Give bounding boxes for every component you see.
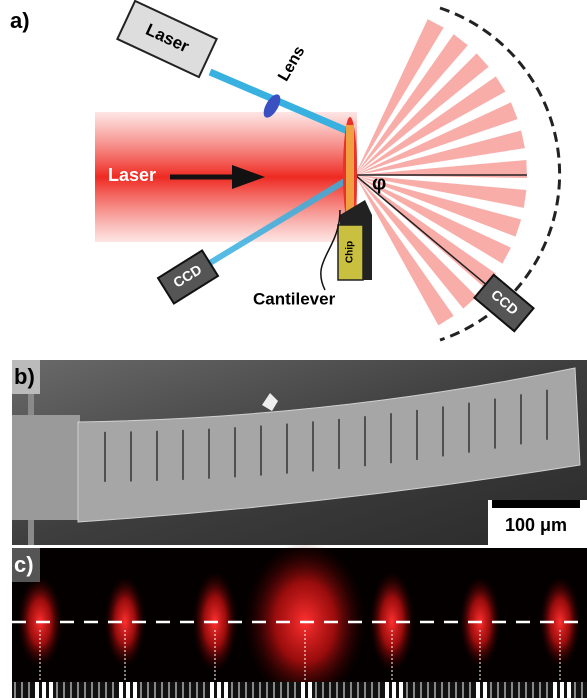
stripe <box>553 682 557 698</box>
intensity-profile <box>12 682 587 698</box>
stripe <box>301 682 305 698</box>
scale-bar <box>492 500 580 508</box>
stripe <box>49 682 53 698</box>
stripe <box>581 682 583 698</box>
stripe <box>28 682 30 698</box>
stripe <box>91 682 93 698</box>
stripe <box>126 682 130 698</box>
stripe <box>252 682 254 698</box>
stripe <box>560 682 564 698</box>
panel-label: b) <box>14 364 35 389</box>
scale-label: 100 μm <box>505 515 567 535</box>
stripe <box>280 682 282 698</box>
stripe <box>154 682 156 698</box>
stripe <box>21 682 23 698</box>
stripe <box>525 682 527 698</box>
panel-label: a) <box>10 8 30 33</box>
stripe <box>308 682 312 698</box>
stripe <box>462 682 464 698</box>
stripe <box>42 682 46 698</box>
stripe <box>420 682 422 698</box>
beam-label: Laser <box>108 165 156 185</box>
stripe <box>259 682 261 698</box>
stripe <box>133 682 137 698</box>
stripe <box>448 682 450 698</box>
stripe <box>504 682 506 698</box>
panel-label: c) <box>14 552 34 577</box>
stripe <box>336 682 338 698</box>
stripe <box>399 682 403 698</box>
stripe <box>105 682 107 698</box>
stripe <box>392 682 396 698</box>
stripe <box>182 682 184 698</box>
stripe <box>406 682 408 698</box>
cantilever-label: Cantilever <box>253 289 336 308</box>
stripe <box>84 682 86 698</box>
stripe <box>294 682 296 698</box>
stripe <box>322 682 324 698</box>
panel-c: c) <box>12 542 587 698</box>
stripe <box>532 682 534 698</box>
stripe <box>469 682 471 698</box>
stripe <box>203 682 205 698</box>
stripe <box>98 682 100 698</box>
chip-label: Chip <box>345 241 356 263</box>
stripe <box>539 682 541 698</box>
stripe <box>378 682 380 698</box>
stripe <box>371 682 373 698</box>
stripe <box>147 682 149 698</box>
stripe <box>511 682 513 698</box>
lens-label: Lens <box>275 43 308 84</box>
stripe <box>476 682 480 698</box>
stripe <box>119 682 123 698</box>
stripe <box>567 682 571 698</box>
stripe <box>287 682 289 698</box>
stripe <box>63 682 65 698</box>
stripe <box>518 682 520 698</box>
stripe <box>168 682 170 698</box>
stripe <box>56 682 58 698</box>
stripe <box>35 682 39 698</box>
stripe <box>175 682 177 698</box>
stripe <box>231 682 233 698</box>
stripe <box>546 682 548 698</box>
stripe <box>455 682 457 698</box>
stripe <box>357 682 359 698</box>
stripe <box>427 682 429 698</box>
stripe <box>112 682 114 698</box>
stripe <box>224 682 228 698</box>
chip-base <box>12 415 80 520</box>
stripe <box>413 682 415 698</box>
stripe <box>490 682 492 698</box>
stripe <box>343 682 345 698</box>
stripe <box>385 682 389 698</box>
figure: a) Laser Lens Laser Chip Cantilever φ CC… <box>0 0 587 698</box>
angle-label: φ <box>372 172 386 194</box>
stripe <box>273 682 275 698</box>
ray <box>355 19 444 175</box>
stripe <box>350 682 352 698</box>
stripe <box>217 682 221 698</box>
panel-a: a) Laser Lens Laser Chip Cantilever φ CC… <box>10 1 560 340</box>
stripe <box>140 682 142 698</box>
stripe <box>441 682 443 698</box>
stripe <box>77 682 79 698</box>
stripe <box>497 682 499 698</box>
panel-b: b) 100 μm <box>12 360 587 545</box>
stripe <box>266 682 268 698</box>
stripe <box>434 682 436 698</box>
stripe <box>245 682 247 698</box>
stripe <box>70 682 72 698</box>
stripe <box>315 682 317 698</box>
stripe <box>196 682 198 698</box>
stripe <box>210 682 214 698</box>
stripe <box>574 682 576 698</box>
stripe <box>329 682 331 698</box>
stripe <box>189 682 191 698</box>
stripe <box>364 682 366 698</box>
stripe <box>14 682 16 698</box>
stripe <box>238 682 240 698</box>
stripe <box>483 682 487 698</box>
stripe <box>161 682 163 698</box>
